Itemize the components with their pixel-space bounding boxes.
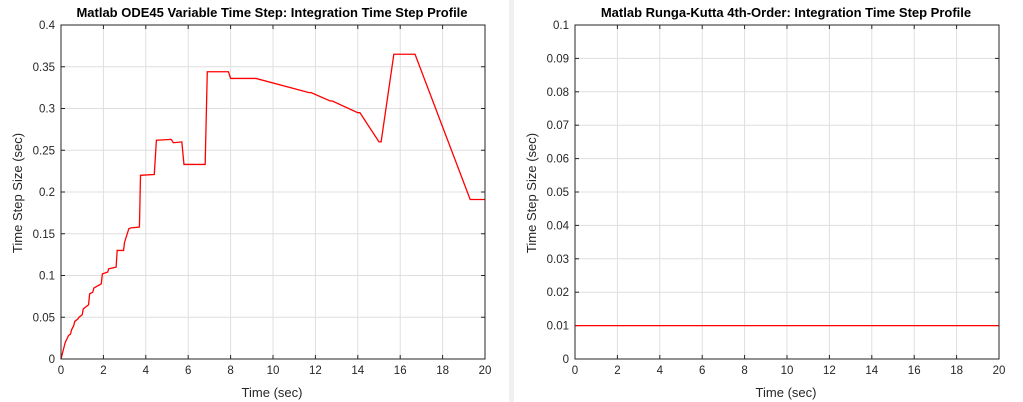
x-tick-label: 8	[741, 365, 747, 377]
x-tick-label: 4	[657, 365, 664, 377]
axes-box	[574, 24, 1000, 360]
y-tick-label: 0.06	[547, 154, 569, 166]
y-axis-label: Time Step Size (sec)	[524, 133, 539, 253]
x-tick-label: 16	[394, 365, 407, 377]
y-tick-label: 0.03	[547, 254, 569, 266]
y-tick-label: 0.08	[547, 87, 569, 99]
y-tick-label: 0.04	[547, 220, 570, 232]
y-tick-label: 0	[563, 354, 569, 366]
x-tick-label: 20	[993, 365, 1006, 377]
x-tick-label: 18	[950, 365, 963, 377]
x-tick-label: 6	[699, 365, 705, 377]
x-tick-label: 16	[908, 365, 921, 377]
y-tick-label: 0.01	[547, 321, 569, 333]
y-tick-label: 0.07	[547, 120, 569, 132]
y-tick-label: 0.1	[39, 271, 55, 283]
rk4-step-chart: Matlab Runga-Kutta 4th-Order: Integratio…	[524, 5, 1006, 400]
x-tick-label: 2	[614, 365, 620, 377]
y-tick-label: 0.02	[547, 287, 569, 299]
y-tick-label: 0.35	[33, 62, 55, 74]
y-tick-label: 0.4	[39, 20, 56, 32]
x-tick-label: 14	[351, 365, 364, 377]
y-tick-label: 0.25	[33, 145, 55, 157]
x-tick-label: 12	[823, 365, 836, 377]
x-tick-label: 0	[58, 365, 64, 377]
x-tick-label: 8	[227, 365, 233, 377]
series-line	[60, 53, 485, 360]
x-tick-label: 10	[781, 365, 794, 377]
x-tick-label: 12	[309, 365, 322, 377]
x-axis-label: Time (sec)	[756, 385, 817, 400]
chart-panel-rk4: Matlab Runga-Kutta 4th-Order: Integratio…	[514, 0, 1023, 402]
y-axis-label: Time Step Size (sec)	[10, 133, 25, 253]
chart-title: Matlab Runga-Kutta 4th-Order: Integratio…	[601, 5, 971, 20]
y-tick-label: 0.2	[39, 187, 55, 199]
x-tick-label: 14	[865, 365, 878, 377]
x-tick-label: 2	[100, 365, 106, 377]
x-tick-label: 18	[436, 365, 449, 377]
y-tick-label: 0.3	[39, 104, 55, 116]
y-tick-label: 0.1	[553, 20, 569, 32]
x-tick-label: 6	[185, 365, 191, 377]
y-tick-label: 0.05	[547, 187, 569, 199]
x-tick-label: 20	[479, 365, 492, 377]
x-tick-label: 0	[572, 365, 578, 377]
axes-box	[60, 24, 486, 360]
y-tick-label: 0	[49, 354, 55, 366]
x-axis-label: Time (sec)	[242, 385, 303, 400]
y-tick-label: 0.15	[33, 229, 55, 241]
x-tick-label: 4	[143, 365, 150, 377]
ode45-step-chart: Matlab ODE45 Variable Time Step: Integra…	[10, 5, 492, 400]
x-tick-label: 10	[267, 365, 280, 377]
y-tick-label: 0.05	[33, 312, 55, 324]
y-tick-label: 0.09	[547, 53, 569, 65]
chart-title: Matlab ODE45 Variable Time Step: Integra…	[76, 5, 467, 20]
chart-panel-ode45: Matlab ODE45 Variable Time Step: Integra…	[0, 0, 509, 402]
